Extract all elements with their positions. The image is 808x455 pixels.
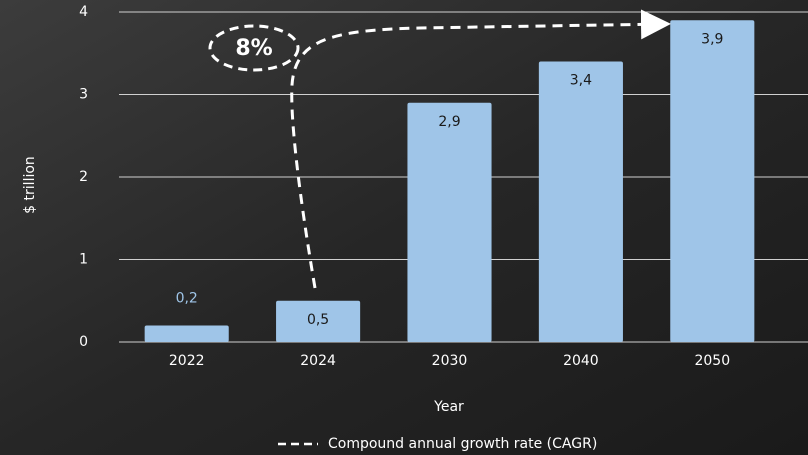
value-label: 3,9 [701, 31, 723, 47]
y-tick-label: 0 [79, 334, 88, 350]
x-tick-label: 2040 [563, 353, 599, 369]
x-tick-label: 2024 [300, 353, 336, 369]
value-label: 3,4 [570, 73, 592, 89]
legend-label: Compound annual growth rate (CAGR) [328, 436, 597, 452]
bar [407, 102, 492, 342]
value-label: 0,5 [307, 312, 329, 328]
bar [276, 300, 361, 342]
annotation-ellipse [208, 24, 300, 72]
y-tick-label: 2 [79, 169, 88, 185]
value-label: 0,2 [176, 291, 198, 307]
x-axis-label: Year [433, 399, 464, 415]
y-tick-label: 3 [79, 87, 88, 103]
x-tick-label: 2050 [694, 353, 730, 369]
bar [538, 61, 623, 342]
value-label: 2,9 [438, 114, 460, 130]
y-tick-label: 1 [79, 252, 88, 268]
y-tick-label: 4 [79, 4, 88, 20]
cagr-arrow [290, 9, 671, 289]
bar [144, 325, 229, 342]
y-axis-label: $ trillion [22, 156, 38, 214]
x-tick-label: 2030 [432, 353, 468, 369]
x-tick-label: 2022 [169, 353, 205, 369]
annotation: 8% [235, 36, 272, 61]
plot-area: 0 1 2 3 4 2022 0,2 2024 0,5 2030 2,9 2040 3,4 2050 3,9 [79, 4, 808, 369]
bar [670, 20, 755, 342]
